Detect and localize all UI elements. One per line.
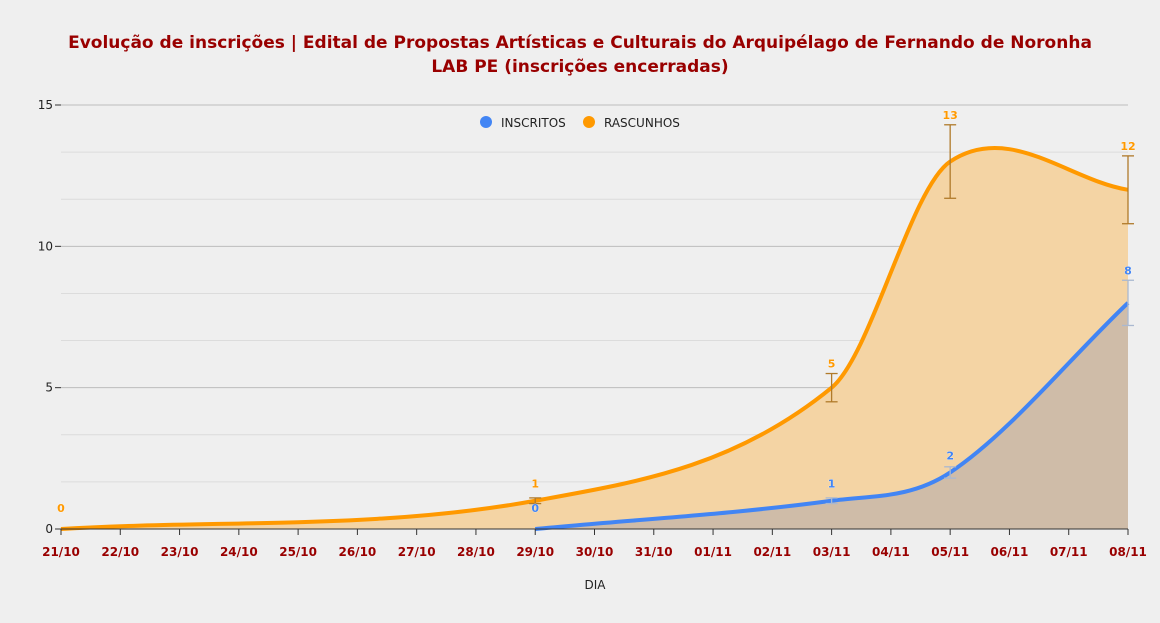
x-tick-label: 29/10 (516, 545, 554, 559)
inscritos-data-label: 0 (531, 502, 539, 515)
x-tick-label: 30/10 (576, 545, 614, 559)
x-tick-label: 27/10 (398, 545, 436, 559)
inscritos-line (535, 301, 1130, 531)
x-tick-label: 26/10 (338, 545, 376, 559)
inscritos-data-label: 2 (946, 449, 954, 462)
x-tick-label: 21/10 (42, 545, 80, 559)
rascunhos-area (61, 147, 1128, 529)
inscritos-legend-marker (480, 116, 492, 128)
y-tick-label: 15 (38, 98, 53, 112)
x-tick-label: 28/10 (457, 545, 495, 559)
x-tick-label: 31/10 (635, 545, 673, 559)
rascunhos-data-label: 12 (1120, 140, 1135, 153)
x-tick-label: 04/11 (872, 545, 910, 559)
x-tick-label: 06/11 (991, 545, 1029, 559)
chart-subtitle: LAB PE (inscrições encerradas) (431, 57, 729, 77)
rascunhos-line (60, 145, 1129, 531)
x-tick-label: 01/11 (694, 545, 732, 559)
rascunhos-data-label: 1 (531, 478, 539, 491)
x-axis-label: DIA (585, 578, 607, 592)
x-tick-label: 07/11 (1050, 545, 1088, 559)
inscritos-data-label: 8 (1124, 264, 1132, 277)
x-tick-label: 25/10 (279, 545, 317, 559)
x-tick-label: 03/11 (813, 545, 851, 559)
rascunhos-legend-marker (583, 116, 595, 128)
inscritos-data-label: 1 (828, 478, 836, 491)
chart-title: Evolução de inscrições | Edital de Propo… (68, 33, 1092, 53)
inscritos-area (535, 302, 1128, 529)
rascunhos-legend-label: RASCUNHOS (604, 116, 680, 130)
inscritos-legend-label: INSCRITOS (501, 116, 566, 130)
rascunhos-data-label: 13 (943, 109, 958, 122)
x-tick-label: 24/10 (220, 545, 258, 559)
x-tick-label: 02/11 (753, 545, 791, 559)
x-tick-label: 23/10 (161, 545, 199, 559)
rascunhos-data-label: 5 (828, 358, 836, 371)
rascunhos-data-label: 0 (57, 502, 65, 515)
x-tick-label: 08/11 (1109, 545, 1147, 559)
y-tick-label: 5 (45, 381, 53, 395)
x-tick-label: 05/11 (931, 545, 969, 559)
y-tick-label: 10 (38, 239, 53, 253)
x-tick-label: 22/10 (101, 545, 139, 559)
legend: INSCRITOS RASCUNHOS (480, 116, 680, 130)
y-tick-label: 0 (45, 522, 53, 536)
